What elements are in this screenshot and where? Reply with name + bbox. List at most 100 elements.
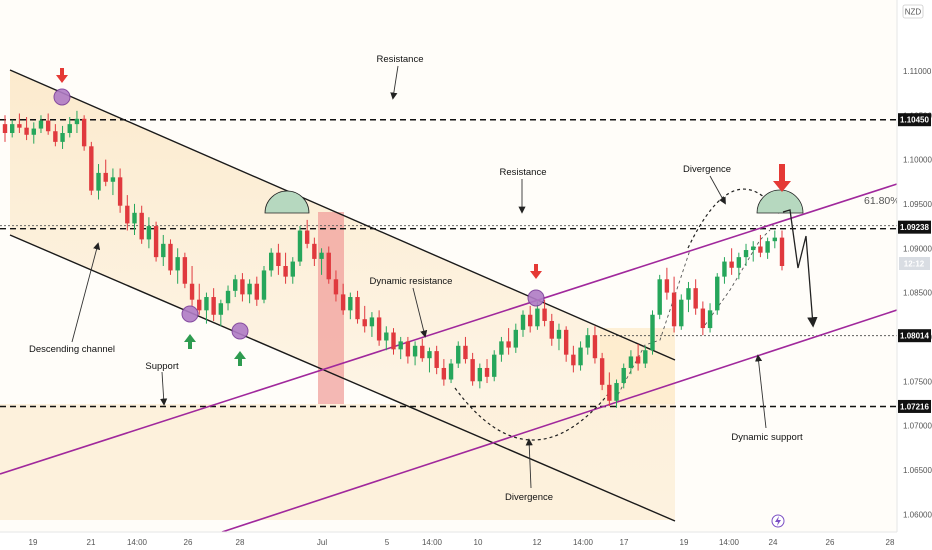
candle-body [643, 350, 648, 364]
candle-body [17, 124, 22, 128]
candle-body [38, 120, 44, 129]
touch-circle-4 [527, 289, 545, 307]
candle-body [499, 341, 504, 355]
fib-level-label: 61.80% [864, 195, 900, 207]
time-axis-ticks: 19 21 14:00 26 28 Jul 5 14:00 10 12 14:00 17 19 14:00… [29, 538, 895, 547]
candle-body [477, 367, 483, 382]
candle-body [470, 359, 475, 382]
dynamic-resistance-line[interactable] [0, 183, 898, 475]
candle-body [693, 288, 698, 309]
candle-body [679, 299, 684, 327]
candle-body [355, 297, 360, 320]
price-badge [898, 399, 931, 413]
candle-body [484, 367, 490, 377]
candle-body [182, 257, 188, 284]
candle-body [132, 212, 137, 224]
candle-body [117, 177, 123, 206]
candle-body [549, 320, 554, 339]
candle-body [520, 314, 526, 330]
channel-lower-line[interactable] [9, 234, 676, 522]
touch-circle-2 [181, 305, 199, 323]
candle-body [657, 279, 662, 315]
candle-body [240, 279, 245, 295]
candle-body [707, 310, 713, 329]
candle-body [53, 131, 58, 142]
candlestick-series [2, 110, 785, 408]
price-tick-label: 1.09500 [903, 200, 932, 209]
candle-body [563, 329, 569, 355]
time-tick-label: 21 [87, 538, 96, 547]
price-tick-label: 1.07500 [903, 377, 932, 386]
candle-body [362, 319, 367, 327]
candle-body [635, 356, 641, 364]
rejection-dome-left [264, 190, 310, 214]
candle-body [527, 314, 533, 327]
candle-body [153, 226, 159, 258]
sell-arrow-icon [530, 264, 542, 279]
buy-arrow-icon [234, 351, 246, 366]
annotation-resistance-top: Resistance [377, 54, 424, 65]
candle-body [779, 237, 785, 266]
candle-body [326, 252, 331, 280]
candle-body [729, 261, 734, 268]
time-tick-label: Jul [317, 538, 327, 547]
currency-button[interactable] [902, 4, 924, 19]
price-badge-label: 1.08014 [900, 332, 929, 341]
time-tick-label: 26 [184, 538, 193, 547]
annotation-resistance-mid: Resistance [500, 167, 547, 178]
candle-body [312, 243, 317, 259]
breakout-zone [318, 212, 344, 404]
candle-body [89, 146, 94, 191]
candle-body [578, 347, 583, 366]
candle-body [74, 118, 80, 125]
price-badge-label: 1.07216 [900, 402, 929, 411]
candle-body [161, 243, 166, 258]
annotation-dynamic-support: Dynamic support [731, 432, 803, 443]
candle-body [664, 279, 670, 293]
candle-body [513, 329, 519, 348]
candle-body [110, 177, 116, 182]
annotation-descending-channel: Descending channel [29, 344, 115, 355]
annotation-divergence-top: Divergence [683, 164, 731, 175]
candle-body [650, 314, 655, 351]
candle-body [592, 335, 598, 359]
candle-body [81, 118, 87, 147]
candle-body [96, 172, 101, 191]
candle-body [9, 124, 15, 133]
candle-body [463, 345, 468, 360]
dynamic-support-line[interactable] [221, 309, 898, 533]
price-tick-label: 1.06500 [903, 466, 932, 475]
time-tick-label: 14:00 [573, 538, 594, 547]
candle-body [139, 212, 144, 240]
annotation-leaders [71, 65, 767, 489]
candle-body [628, 356, 634, 368]
price-badge [898, 220, 931, 234]
candle-body [384, 332, 389, 341]
candle-body [175, 257, 180, 271]
candle-body [297, 230, 303, 262]
annotation-dynamic-resistance: Dynamic resistance [370, 276, 453, 287]
buy-arrow-icon [184, 334, 196, 349]
candle-body [261, 270, 267, 300]
price-badge-label: 1.09238 [900, 223, 929, 232]
channel-upper-line[interactable] [9, 69, 676, 361]
candle-body [290, 261, 295, 277]
time-tick-label: 14:00 [422, 538, 443, 547]
price-tick-label: 1.09000 [903, 244, 932, 253]
projection-path[interactable] [782, 209, 818, 328]
candle-body [211, 297, 216, 315]
price-badge [898, 113, 931, 127]
candle-body [456, 345, 461, 364]
candle-body [376, 317, 382, 341]
candle-body [225, 290, 231, 304]
time-axis-panel[interactable] [0, 532, 932, 550]
divergence-wave-right [704, 229, 771, 326]
time-tick-label: 17 [620, 538, 629, 547]
candle-body [556, 329, 562, 339]
candle-body [427, 351, 432, 359]
candle-body [441, 367, 447, 380]
candle-body [189, 283, 195, 300]
current-price-badge [899, 257, 930, 270]
